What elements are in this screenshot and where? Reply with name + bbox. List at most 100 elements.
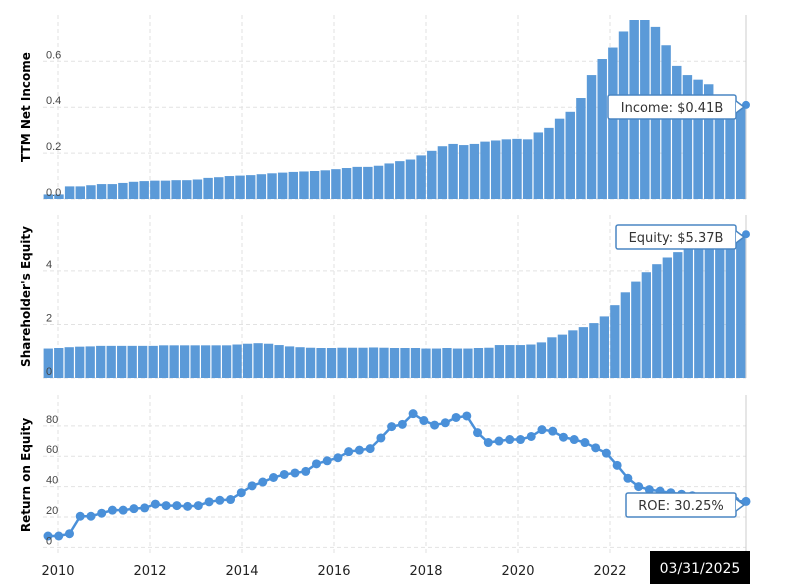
line-point — [601, 448, 611, 458]
bar — [242, 343, 253, 378]
bar — [85, 346, 95, 378]
line-point — [301, 466, 311, 476]
bar — [661, 45, 671, 199]
bar — [379, 347, 389, 378]
bar — [673, 252, 683, 378]
bar — [320, 170, 330, 199]
bar — [127, 345, 137, 378]
bar — [117, 345, 127, 378]
bar — [341, 168, 352, 199]
bar — [715, 236, 725, 378]
line-point — [569, 435, 579, 445]
y-tick-label: 0.0 — [46, 187, 61, 199]
line-point — [344, 447, 354, 457]
line-point — [129, 504, 139, 514]
line-point — [741, 496, 751, 506]
y-tick-label: 0.6 — [46, 49, 61, 61]
bar — [533, 132, 544, 199]
y-axis-title: Return on Equity — [19, 418, 33, 532]
value-tooltip: ROE: 30.25% — [625, 492, 746, 518]
bar — [358, 347, 368, 378]
bar — [107, 184, 117, 199]
bar — [54, 348, 64, 378]
line-point — [494, 436, 504, 446]
bar — [662, 257, 672, 378]
bar — [620, 292, 630, 378]
bar — [64, 186, 75, 199]
bar — [263, 343, 274, 378]
line-point — [354, 445, 364, 455]
x-tick-label: 2020 — [501, 564, 534, 579]
line-point — [408, 409, 418, 419]
bar — [86, 185, 96, 199]
bar — [159, 345, 169, 378]
bar — [245, 175, 256, 199]
tooltip-text: ROE: 30.25% — [638, 499, 724, 514]
bar — [427, 150, 437, 199]
bar — [515, 345, 526, 378]
line-point — [236, 488, 246, 498]
bar — [437, 146, 448, 199]
line-point — [451, 412, 461, 422]
bar — [352, 166, 362, 199]
bar — [180, 345, 190, 378]
bar — [725, 102, 735, 199]
bar — [373, 165, 384, 199]
bar — [267, 173, 277, 199]
bar — [459, 145, 469, 199]
bar — [64, 347, 74, 378]
line-point — [591, 443, 601, 453]
line-point — [515, 435, 525, 445]
bar — [505, 345, 515, 378]
bar — [599, 316, 609, 378]
bar — [484, 347, 494, 378]
line-point — [54, 531, 64, 541]
bar — [480, 141, 490, 199]
line-point — [473, 428, 483, 438]
y-tick-label: 0.2 — [46, 141, 61, 153]
bar — [224, 176, 235, 199]
line-point — [64, 529, 74, 539]
bar — [735, 104, 746, 199]
x-tick-label: 2014 — [225, 564, 258, 579]
bar — [421, 348, 431, 378]
bar — [714, 95, 725, 199]
line-point — [258, 477, 268, 487]
line-point — [505, 435, 515, 445]
line-point — [483, 438, 493, 448]
bar — [494, 345, 505, 378]
line-point — [333, 453, 343, 463]
bar — [235, 175, 245, 199]
bar — [554, 118, 565, 199]
line-point — [183, 501, 193, 511]
line-point — [376, 433, 386, 443]
bar — [693, 79, 703, 199]
bar — [309, 171, 320, 199]
line-point — [107, 505, 117, 515]
x-tick-label: 2012 — [133, 564, 166, 579]
line-point — [215, 495, 225, 505]
bar — [469, 143, 480, 199]
value-tooltip: Income: $0.41B — [607, 94, 746, 120]
y-tick-label: 20 — [46, 505, 58, 517]
bar — [160, 180, 171, 199]
bar — [442, 348, 452, 378]
bar — [277, 172, 288, 199]
line-point — [75, 511, 85, 521]
bar — [652, 264, 662, 378]
bar — [704, 238, 714, 378]
bar — [576, 98, 586, 199]
bar — [150, 180, 160, 199]
bar — [452, 348, 463, 378]
bar — [211, 345, 221, 378]
bar — [363, 166, 373, 199]
line-point — [193, 501, 203, 511]
bar — [305, 347, 316, 378]
bar — [54, 194, 64, 199]
line-point — [365, 444, 375, 454]
bar — [703, 84, 714, 199]
line-point — [387, 422, 397, 432]
bar — [395, 161, 405, 199]
line-point — [537, 425, 547, 435]
value-tooltip: Equity: $5.37B — [615, 224, 746, 250]
